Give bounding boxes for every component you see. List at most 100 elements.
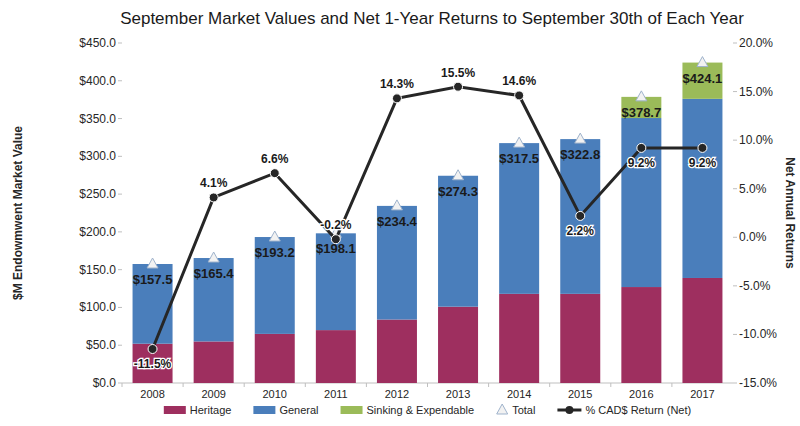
marker <box>148 345 157 354</box>
bar <box>682 63 722 99</box>
y-tick <box>118 194 122 195</box>
y-tick <box>118 118 122 119</box>
marker <box>576 211 585 220</box>
legend-key <box>341 406 363 414</box>
data-label: 9.2% <box>628 156 656 170</box>
y2-tick-label: 5.0% <box>739 182 767 196</box>
data-label: -11.5% <box>134 357 172 371</box>
x-tick <box>488 383 489 387</box>
bar <box>316 330 356 383</box>
y2-tick <box>733 334 737 335</box>
y-tick-label: $350.0 <box>79 112 116 126</box>
legend-item: Sinking & Expendable <box>341 404 475 416</box>
y-tick <box>118 43 122 44</box>
data-label: 2.2% <box>567 224 595 238</box>
x-tick-label: 2017 <box>690 388 714 400</box>
data-label: 6.6% <box>261 152 289 166</box>
y2-tick <box>733 237 737 238</box>
y-tick <box>118 156 122 157</box>
y2-tick <box>733 188 737 189</box>
bar <box>560 294 600 383</box>
marker <box>392 94 401 103</box>
x-tick-label: 2014 <box>507 388 531 400</box>
data-label: 9.2% <box>689 156 717 170</box>
data-label: $157.5 <box>133 272 173 287</box>
x-tick-label: 2009 <box>201 388 225 400</box>
y-tick <box>118 383 122 384</box>
x-tick <box>427 383 428 387</box>
bar <box>194 258 234 341</box>
y2-tick-label: -5.0% <box>739 279 771 293</box>
x-tick <box>671 383 672 387</box>
bar <box>682 99 722 278</box>
marker <box>637 143 646 152</box>
legend-label: Heritage <box>190 404 232 416</box>
line <box>153 87 703 349</box>
y2-tick-label: 15.0% <box>739 85 773 99</box>
data-label: $198.1 <box>316 241 356 256</box>
y-tick-label: $100.0 <box>79 300 116 314</box>
data-label: $193.2 <box>255 245 295 260</box>
bar <box>255 237 295 334</box>
data-label: $322.8 <box>560 147 600 162</box>
y-tick-label: $450.0 <box>79 36 116 50</box>
bar <box>316 233 356 330</box>
title: September Market Values and Net 1-Year R… <box>120 9 744 28</box>
marker <box>698 143 707 152</box>
legend-item: Total <box>497 404 536 416</box>
bar <box>194 341 234 383</box>
data-label: 4.1% <box>200 176 228 190</box>
legend-item: % CAD$ Return (Net) <box>557 404 691 416</box>
bar <box>377 320 417 383</box>
y-tick-label: $200.0 <box>79 225 116 239</box>
y2-tick <box>733 383 737 384</box>
y2-tick <box>733 140 737 141</box>
data-label: $234.4 <box>377 214 418 229</box>
legend-key <box>164 406 186 414</box>
y-tick-label: $250.0 <box>79 187 116 201</box>
y-tick <box>118 231 122 232</box>
x-tick <box>244 383 245 387</box>
y2-tick <box>733 91 737 92</box>
bar <box>621 287 661 383</box>
data-label: $317.5 <box>499 151 539 166</box>
legend-item: Heritage <box>164 404 232 416</box>
x-tick-label: 2011 <box>324 388 348 400</box>
y-tick-label: $150.0 <box>79 263 116 277</box>
bar <box>560 139 600 294</box>
x-tick-label: 2008 <box>140 388 164 400</box>
y-tick <box>118 269 122 270</box>
y-axis-label: $M Endowmwent Market Value <box>11 126 25 300</box>
x-tick <box>549 383 550 387</box>
y2-tick-label: 0.0% <box>739 230 767 244</box>
marker <box>208 252 219 262</box>
y-tick-label: $300.0 <box>79 149 116 163</box>
y2-tick-label: 10.0% <box>739 133 773 147</box>
y2-tick <box>733 43 737 44</box>
bar <box>499 143 539 294</box>
legend-label: General <box>279 404 318 416</box>
legend-label: Sinking & Expendable <box>367 404 475 416</box>
plot-area <box>133 57 723 383</box>
x-tick-label: 2013 <box>446 388 470 400</box>
legend-key <box>565 406 573 414</box>
marker <box>515 91 524 100</box>
x-tick <box>305 383 306 387</box>
marker <box>147 258 158 268</box>
legend-item: General <box>253 404 318 416</box>
x-tick-label: 2010 <box>263 388 287 400</box>
bar <box>438 176 478 307</box>
marker <box>636 91 647 101</box>
x-tick <box>610 383 611 387</box>
y-tick-label: $50.0 <box>86 338 116 352</box>
marker <box>575 133 586 143</box>
data-label: $378.7 <box>621 105 661 120</box>
y-tick-label: $0.0 <box>93 376 117 390</box>
x-tick <box>366 383 367 387</box>
y2-tick <box>733 285 737 286</box>
x-tick-label: 2012 <box>385 388 409 400</box>
legend-key <box>497 404 508 414</box>
x-tick-label: 2016 <box>629 388 653 400</box>
bar <box>377 206 417 320</box>
bar <box>682 278 722 383</box>
